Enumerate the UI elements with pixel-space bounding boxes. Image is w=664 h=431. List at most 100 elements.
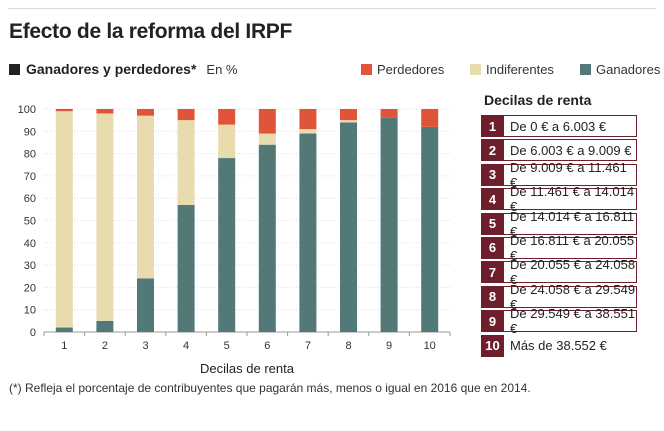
decile-range: De 16.811 € a 20.055 € bbox=[504, 233, 637, 263]
y-tick-label: 60 bbox=[24, 193, 36, 205]
bar-segment-indiferentes bbox=[137, 115, 154, 279]
decile-number: 10 bbox=[481, 334, 504, 357]
decile-row: 9 De 29.549 € a 38.551 € bbox=[481, 306, 661, 336]
bar-segment-ganadores bbox=[177, 204, 195, 332]
decile-range: De 0 € a 6.003 € bbox=[504, 115, 637, 137]
decile-range: De 6.003 € a 9.009 € bbox=[504, 139, 637, 162]
deciles-title: Decilas de renta bbox=[484, 92, 592, 108]
bar-segment-perdedores bbox=[421, 109, 439, 127]
decile-number: 4 bbox=[481, 188, 504, 211]
y-tick-label: 80 bbox=[24, 149, 36, 161]
x-tick-label: 6 bbox=[264, 340, 270, 352]
bar-segment-ganadores bbox=[421, 126, 439, 332]
legend-label-ganadores: Ganadores bbox=[596, 62, 661, 77]
bar-segment-perdedores bbox=[177, 109, 195, 121]
bar-segment-perdedores bbox=[218, 109, 236, 125]
deciles-rows: 1 De 0 € a 6.003 €2 De 6.003 € a 9.009 €3 D… bbox=[481, 115, 661, 357]
x-tick-label: 4 bbox=[183, 340, 189, 352]
decile-number: 2 bbox=[481, 139, 504, 162]
y-tick-label: 10 bbox=[24, 305, 36, 317]
decile-row: 10 Más de 38.552 € bbox=[481, 334, 661, 357]
y-tick-label: 100 bbox=[18, 104, 36, 116]
bar-segment-perdedores bbox=[96, 109, 114, 114]
bar-segment-perdedores bbox=[258, 109, 276, 134]
x-tick-label: 3 bbox=[142, 340, 148, 352]
x-tick-label: 10 bbox=[424, 340, 436, 352]
bar-segment-perdedores bbox=[137, 109, 154, 116]
footnote: (*) Refleja el porcentaje de contribuyen… bbox=[9, 381, 531, 395]
decile-row: 1 De 0 € a 6.003 € bbox=[481, 115, 661, 137]
bar-segment-ganadores bbox=[137, 278, 154, 332]
bar-segment-ganadores bbox=[96, 320, 114, 332]
y-tick-label: 40 bbox=[24, 238, 36, 250]
decile-number: 1 bbox=[481, 115, 504, 137]
legend-item-ganadores: Ganadores bbox=[580, 62, 660, 77]
bar-segment-indiferentes bbox=[340, 120, 357, 123]
bar-segment-indiferentes bbox=[96, 113, 114, 321]
decile-range: De 11.461 € a 14.014 € bbox=[504, 184, 637, 214]
stacked-bar-chart: 0 10 20 30 40 50 60 70 80 90 100 1 2 3 4 5 6 7 8 9 10 Decilas… bbox=[18, 104, 451, 376]
decile-row: 7 De 20.055 € a 24.058 € bbox=[481, 257, 661, 287]
x-tick-label: 7 bbox=[305, 340, 311, 352]
x-axis-label: Decilas de renta bbox=[200, 361, 295, 376]
legend-swatch-ganadores bbox=[580, 64, 591, 75]
x-tick-label: 9 bbox=[386, 340, 392, 352]
deciles-table: Decilas de renta 1 De 0 € a 6.003 €2 De 6.… bbox=[481, 92, 661, 359]
decile-range: De 24.058 € a 29.549 € bbox=[504, 282, 637, 312]
bar-segment-ganadores bbox=[258, 144, 276, 332]
decile-number: 9 bbox=[481, 310, 504, 333]
decile-number: 3 bbox=[481, 163, 504, 186]
decile-range: De 9.009 € a 11.461 € bbox=[504, 160, 637, 190]
bar-segment-ganadores bbox=[299, 133, 317, 332]
decile-range: Más de 38.552 € bbox=[510, 338, 607, 354]
y-tick-label: 0 bbox=[30, 327, 36, 339]
legend-swatch-perdedores bbox=[361, 64, 372, 75]
bar-segment-ganadores bbox=[380, 117, 398, 332]
decile-row: 4 De 11.461 € a 14.014 € bbox=[481, 184, 661, 214]
bar-segment-ganadores bbox=[55, 327, 73, 332]
bar-segment-indiferentes bbox=[218, 124, 236, 159]
decile-number: 7 bbox=[481, 261, 504, 284]
decile-row: 6 De 16.811 € a 20.055 € bbox=[481, 233, 661, 263]
decile-number: 6 bbox=[481, 236, 504, 259]
legend-label-indiferentes: Indiferentes bbox=[486, 62, 554, 77]
legend-swatch-indiferentes bbox=[470, 64, 481, 75]
bar-segment-ganadores bbox=[218, 158, 236, 332]
y-tick-label: 20 bbox=[24, 282, 36, 294]
legend-label-perdedores: Perdedores bbox=[377, 62, 445, 77]
page-title: Efecto de la reforma del IRPF bbox=[9, 20, 293, 43]
bar-segment-ganadores bbox=[340, 122, 357, 332]
x-tick-label: 5 bbox=[224, 340, 230, 352]
decile-range: De 20.055 € a 24.058 € bbox=[504, 257, 637, 287]
bar-segment-perdedores bbox=[340, 109, 357, 121]
bar-segment-perdedores bbox=[55, 109, 73, 112]
bar-segment-indiferentes bbox=[55, 111, 73, 328]
chart-subtitle: Ganadores y perdedores* bbox=[26, 61, 197, 77]
bar-segment-indiferentes bbox=[177, 120, 195, 205]
decile-number: 5 bbox=[481, 212, 504, 235]
decile-row: 5 De 14.014 € a 16.811 € bbox=[481, 209, 661, 239]
bar-segment-indiferentes bbox=[299, 129, 317, 134]
legend-item-indiferentes: Indiferentes bbox=[470, 62, 554, 77]
decile-range: De 14.014 € a 16.811 € bbox=[504, 209, 637, 239]
x-tick-label: 2 bbox=[102, 340, 108, 352]
square-bullet-icon bbox=[9, 63, 20, 75]
y-tick-label: 30 bbox=[24, 260, 36, 272]
bar-segment-indiferentes bbox=[258, 133, 276, 145]
decile-range: De 29.549 € a 38.551 € bbox=[504, 306, 637, 336]
legend-item-perdedores: Perdedores bbox=[361, 62, 444, 77]
decile-number: 8 bbox=[481, 285, 504, 308]
chart-unit: En % bbox=[206, 61, 238, 77]
bar-segment-perdedores bbox=[380, 109, 398, 118]
bar-segment-perdedores bbox=[299, 109, 317, 130]
y-tick-label: 90 bbox=[24, 126, 36, 138]
decile-row: 3 De 9.009 € a 11.461 € bbox=[481, 160, 661, 190]
decile-row: 2 De 6.003 € a 9.009 € bbox=[481, 139, 661, 162]
x-tick-label: 8 bbox=[345, 340, 351, 352]
decile-row: 8 De 24.058 € a 29.549 € bbox=[481, 282, 661, 312]
y-tick-label: 70 bbox=[24, 171, 36, 183]
top-rule bbox=[8, 8, 656, 9]
subtitle-row: Ganadores y perdedores* En % bbox=[9, 61, 237, 77]
x-tick-label: 1 bbox=[61, 340, 67, 352]
y-tick-label: 50 bbox=[24, 216, 36, 228]
